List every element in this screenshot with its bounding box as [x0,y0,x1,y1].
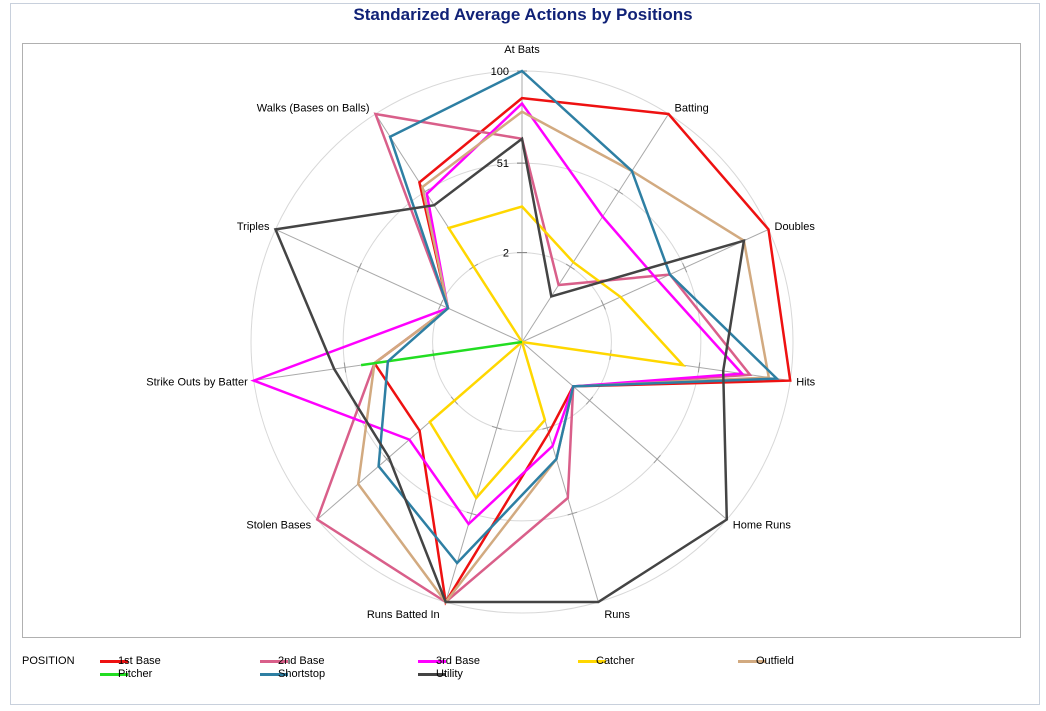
legend-swatch [260,673,288,676]
axis-label: Strike Outs by Batter [146,377,248,389]
series-catcher [428,205,687,501]
legend-label: 2nd Base [278,655,325,667]
legend-swatch [100,673,128,676]
spoke-tick [356,262,362,273]
spoke [275,228,523,343]
legend-label: Outfield [756,655,794,667]
legend-swatch [418,673,446,676]
chart-container [10,3,1040,705]
legend-label: 1st Base [118,655,161,667]
axis-label: Runs [604,609,630,621]
radar-labels: 2 51 100 At Bats Batting Doubles Hits Home Runs… [146,44,815,621]
spoke [521,341,728,520]
legend-label: 3rd Base [436,655,481,667]
axis-label: Batting [675,102,709,114]
spoke-tick [542,425,553,430]
legend-swatch [578,660,606,663]
spoke-tick [567,511,578,516]
spoke-tick [466,511,477,516]
radar-series [250,69,792,606]
legend-title: POSITION [22,655,75,667]
series-shortstop [377,69,780,565]
axis-label: Hits [796,377,815,389]
axis-label: At Bats [504,44,540,56]
axis-label: Doubles [775,221,816,233]
spoke-tick [438,300,444,310]
axis-label: Triples [237,221,270,233]
spoke-tick [565,263,575,270]
spoke-tick [343,362,347,373]
spoke-tick [383,455,391,464]
legend-label: Catcher [596,655,635,667]
legend-swatch [418,660,446,663]
chart-title: Standarized Average Actions by Positions [353,5,693,24]
spoke [445,341,523,603]
legend-swatch [260,660,288,663]
legend-swatch [738,660,766,663]
spoke-tick [491,425,502,430]
radial-tick-label: 2 [503,248,509,260]
series-utility [273,136,746,604]
radial-tick-label: 100 [491,66,509,78]
axis-label: Home Runs [733,520,792,532]
legend-swatch [100,660,128,663]
spoke-tick [614,188,624,195]
spoke-tick [585,396,594,405]
legend-label: Utility [436,668,463,680]
spoke-tick [600,300,606,310]
axis-label: Runs Batted In [367,609,440,621]
spoke-tick [682,262,688,273]
spoke [521,228,769,343]
axis-label: Stolen Bases [246,520,311,532]
axis-label: Walks (Bases on Balls) [257,102,370,114]
series-pitcher [360,340,523,367]
spoke-tick [653,455,661,464]
legend-label: Pitcher [118,668,153,680]
series-outfield [356,110,771,605]
spoke-tick [697,362,701,373]
legend-label: Shortstop [278,668,326,680]
spoke [521,113,669,343]
radial-tick-label: 51 [497,158,509,170]
